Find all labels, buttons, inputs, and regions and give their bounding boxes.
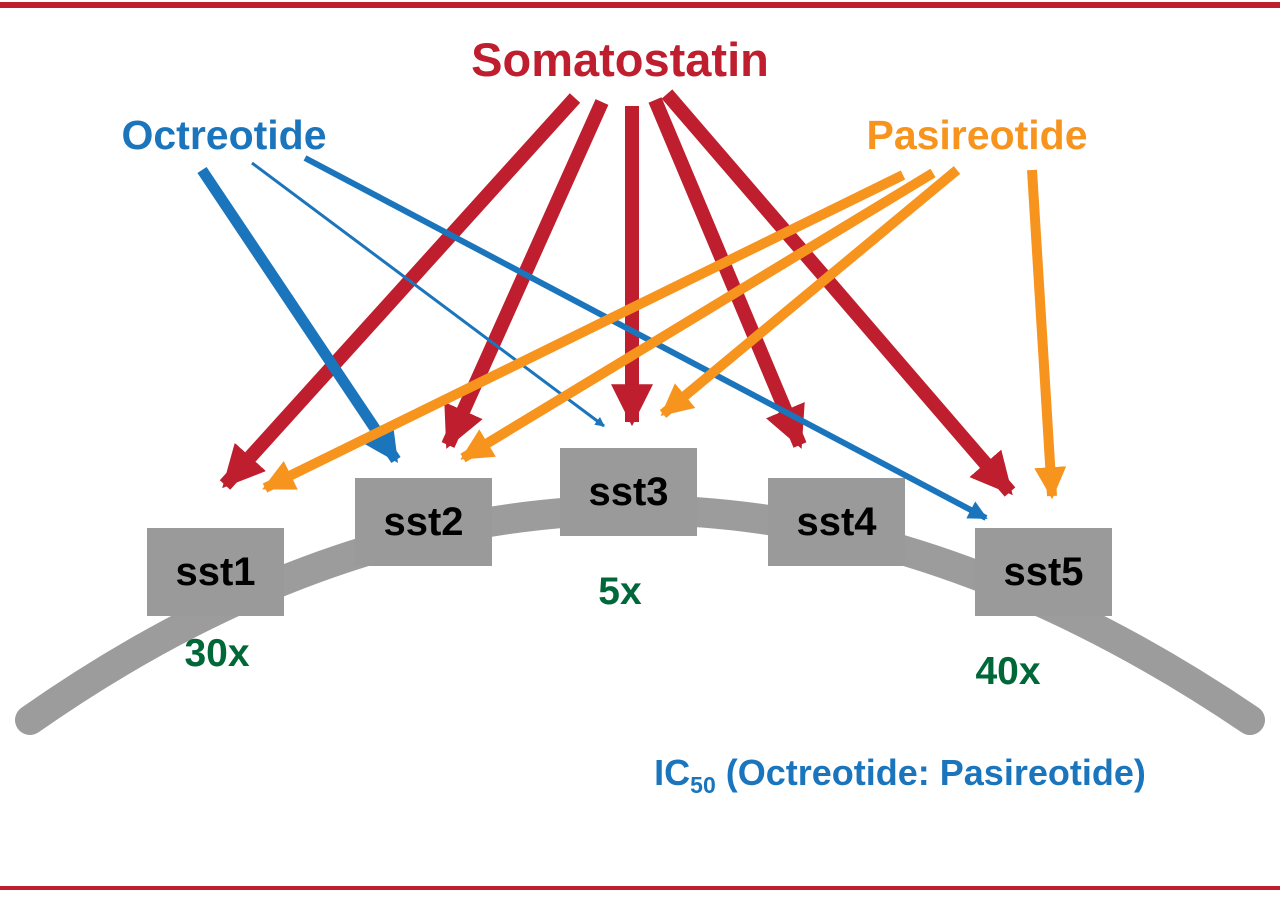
receptor-label-sst5: sst5 (1003, 549, 1084, 594)
pasireotide-arrow-sst1 (262, 170, 906, 493)
ratio-label-sst1: 30x (184, 632, 250, 675)
somatostatin-arrow-sst4 (648, 97, 807, 449)
pasireotide-arrow-sst5 (1027, 169, 1067, 500)
receptor-box-sst2: sst2 (355, 478, 492, 566)
pasireotide-title: Pasireotide (866, 112, 1088, 158)
receptor-box-sst4: sst4 (768, 478, 905, 566)
octreotide-title: Octreotide (121, 112, 327, 158)
receptor-label-sst1: sst1 (175, 549, 256, 594)
octreotide-arrow-sst2 (197, 166, 401, 464)
pasireotide-arrow-sst2 (460, 168, 936, 463)
receptor-label-sst4: sst4 (796, 499, 877, 544)
receptor-label-sst3: sst3 (588, 469, 669, 514)
ic50-prefix: IC (654, 752, 691, 793)
top-border-line (0, 2, 1280, 8)
bottom-border-line (0, 886, 1280, 890)
somatostatin-title: Somatostatin (471, 33, 769, 86)
ratio-label-sst3: 5x (598, 570, 642, 613)
receptor-box-sst1: sst1 (147, 528, 284, 616)
ic50-caption: IC50 (Octreotide: Pasireotide) (560, 752, 1240, 799)
ratio-label-sst5: 40x (975, 650, 1041, 693)
octreotide-arrow-sst3 (251, 161, 605, 428)
ic50-rest: (Octreotide: Pasireotide) (715, 752, 1146, 793)
somatostatin-arrow-sst2 (441, 99, 609, 449)
pasireotide-arrow-sst3 (659, 166, 961, 418)
receptor-label-sst2: sst2 (383, 499, 464, 544)
receptor-box-sst5: sst5 (975, 528, 1112, 616)
ic50-subscript: 50 (690, 772, 716, 798)
receptor-box-sst3: sst3 (560, 448, 697, 536)
